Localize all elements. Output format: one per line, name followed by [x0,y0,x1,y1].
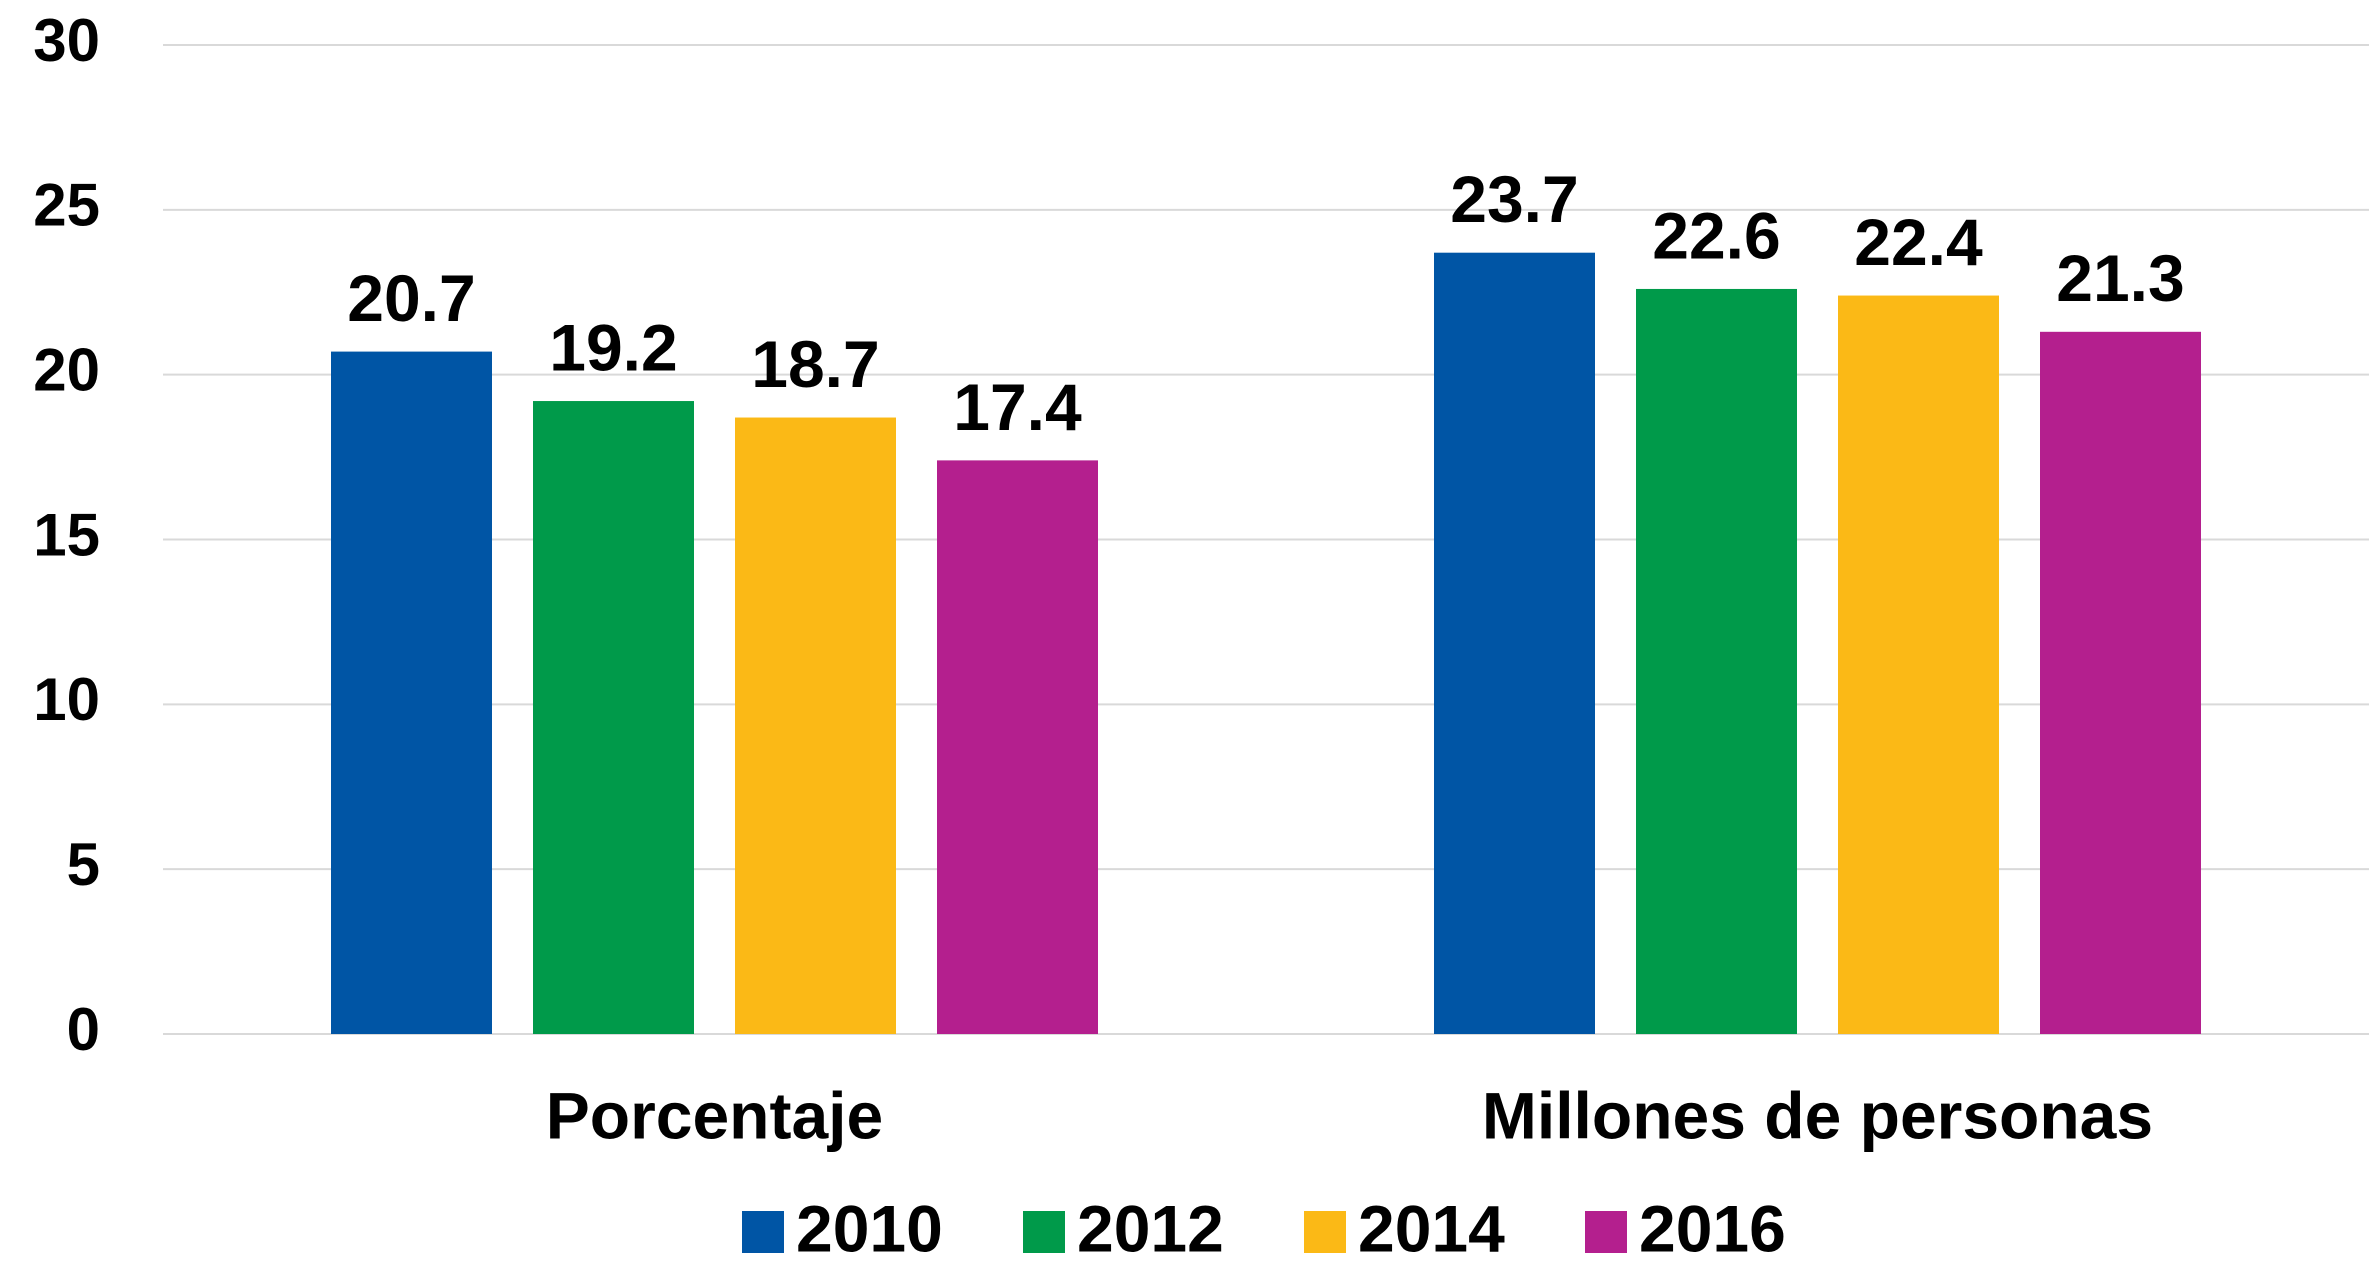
legend-label: 2012 [1077,1191,1224,1263]
bar [331,351,492,1035]
bar [1838,295,1999,1035]
legend-label: 2014 [1358,1191,1505,1263]
y-tick-label: 10 [33,666,100,733]
bar [1434,252,1595,1034]
data-label: 22.4 [1854,205,1983,279]
data-label: 19.2 [549,310,677,384]
y-tick-label: 0 [67,996,100,1063]
y-tick-label: 5 [67,831,100,898]
legend-swatch [742,1211,784,1253]
bar [735,417,896,1035]
y-tick-label: 25 [33,172,100,239]
data-label: 17.4 [953,370,1082,444]
legend-swatch [1585,1211,1627,1253]
x-tick-label: Millones de personas [1482,1078,2153,1152]
y-tick-label: 30 [33,7,100,74]
legend-swatch [1304,1211,1346,1253]
data-label: 18.7 [751,327,879,401]
legend-swatch [1023,1211,1065,1253]
legend-label: 2010 [796,1191,943,1263]
x-tick-label: Porcentaje [546,1078,883,1152]
bar [937,460,1098,1034]
data-label: 22.6 [1652,198,1780,272]
data-label: 20.7 [347,261,475,335]
legend-label: 2016 [1639,1191,1786,1263]
bar [1636,288,1797,1034]
data-label: 23.7 [1450,162,1578,236]
y-tick-label: 15 [33,501,100,568]
data-label: 21.3 [2056,241,2184,315]
bar [2040,331,2201,1034]
y-tick-label: 20 [33,337,100,404]
bar [533,401,694,1034]
